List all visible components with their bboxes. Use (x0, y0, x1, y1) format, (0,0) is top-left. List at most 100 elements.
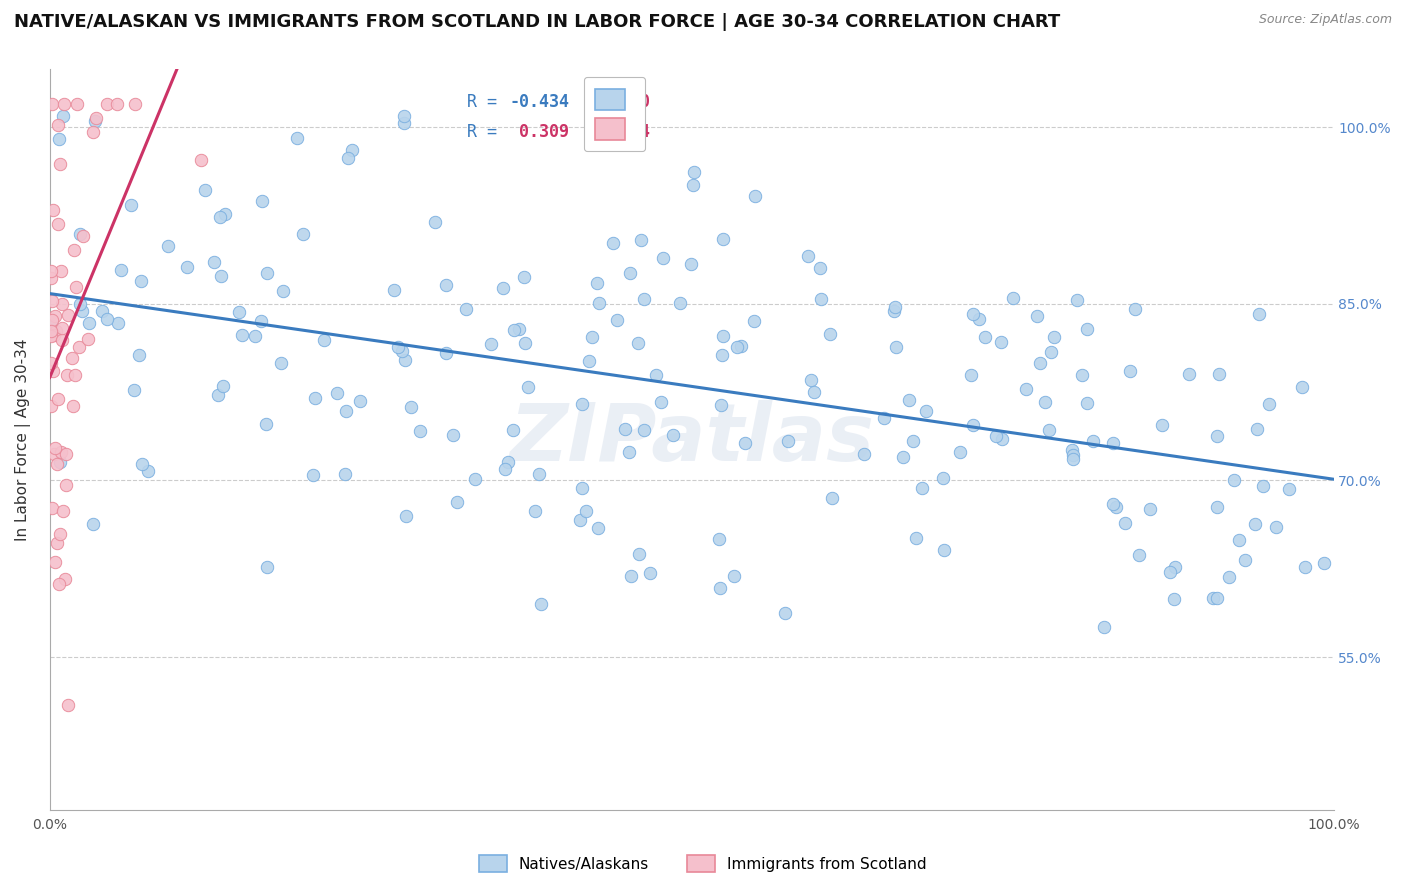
Point (633, 293, 655, 307)
Point (392, 116, 415, 130)
Point (662, 427, 685, 442)
Point (41, 501, 63, 516)
Text: ZIPatlas: ZIPatlas (509, 401, 875, 478)
Point (55, 478, 77, 492)
Point (190, 153, 212, 167)
Point (627, 335, 650, 350)
Point (46, 392, 69, 406)
Point (51, 321, 73, 335)
Y-axis label: In Labor Force | Age 30-34: In Labor Force | Age 30-34 (15, 338, 31, 541)
Point (1208, 367, 1230, 381)
Point (1033, 394, 1056, 409)
Point (62, 244, 84, 258)
Point (725, 340, 748, 354)
Point (853, 446, 876, 460)
Point (932, 471, 955, 485)
Point (441, 427, 464, 442)
Point (82, 516, 104, 531)
Point (620, 569, 643, 583)
Point (387, 340, 409, 354)
Point (301, 467, 323, 482)
Point (492, 281, 515, 295)
Point (82, 125, 104, 139)
Point (683, 165, 706, 179)
Point (803, 384, 825, 399)
Point (884, 301, 907, 315)
Point (335, 467, 357, 482)
Point (84, 113, 107, 128)
Point (1062, 449, 1084, 463)
Point (884, 340, 907, 354)
Point (1291, 380, 1313, 394)
Point (575, 503, 598, 517)
Point (136, 464, 159, 478)
Point (72, 228, 94, 243)
Point (513, 270, 536, 285)
Point (41, 319, 63, 334)
Point (527, 467, 550, 482)
Point (256, 560, 278, 574)
Point (84, 111, 107, 125)
Point (568, 512, 591, 526)
Point (464, 472, 486, 486)
Point (207, 387, 229, 401)
Point (524, 503, 547, 517)
Point (39, 264, 62, 278)
Point (312, 334, 335, 348)
Point (1164, 560, 1187, 574)
Point (44, 310, 66, 324)
Point (494, 462, 516, 476)
Point (973, 330, 995, 344)
Point (1101, 497, 1123, 511)
Point (586, 521, 609, 535)
Point (496, 455, 519, 469)
Point (1070, 368, 1092, 383)
Point (209, 268, 232, 283)
Point (1102, 435, 1125, 450)
Point (42, 202, 65, 217)
Point (254, 417, 277, 431)
Point (44, 555, 66, 569)
Point (508, 322, 530, 336)
Point (619, 266, 641, 280)
Point (69, 227, 91, 241)
Point (617, 444, 640, 458)
Point (578, 354, 600, 368)
Point (1029, 356, 1052, 370)
Text: NATIVE/ALASKAN VS IMMIGRANTS FROM SCOTLAND IN LABOR FORCE | AGE 30-34 CORRELATIO: NATIVE/ALASKAN VS IMMIGRANTS FROM SCOTLA… (14, 13, 1060, 31)
Point (337, 151, 360, 165)
Point (46, 118, 69, 132)
Point (39, 271, 62, 285)
Point (39, 324, 62, 338)
Point (1205, 500, 1227, 514)
Point (91, 304, 114, 318)
Point (967, 311, 990, 326)
Point (211, 379, 233, 393)
Point (1128, 549, 1150, 563)
Point (883, 304, 905, 318)
Point (434, 278, 457, 293)
Text: 0.309: 0.309 (509, 122, 569, 141)
Point (949, 445, 972, 459)
Point (911, 482, 934, 496)
Point (650, 395, 672, 409)
Point (959, 368, 981, 382)
Point (194, 183, 217, 197)
Point (1244, 516, 1267, 531)
Point (915, 404, 938, 418)
Point (1076, 396, 1098, 410)
Point (326, 386, 349, 401)
Point (124, 96, 146, 111)
Point (502, 423, 524, 437)
Text: -0.434: -0.434 (509, 93, 569, 111)
Point (41, 312, 63, 326)
Point (49, 156, 72, 170)
Point (131, 274, 153, 288)
Point (1062, 442, 1084, 457)
Point (773, 606, 796, 620)
Point (128, 347, 150, 361)
Point (105, 96, 128, 111)
Point (588, 295, 610, 310)
Point (394, 352, 416, 367)
Point (638, 566, 661, 581)
